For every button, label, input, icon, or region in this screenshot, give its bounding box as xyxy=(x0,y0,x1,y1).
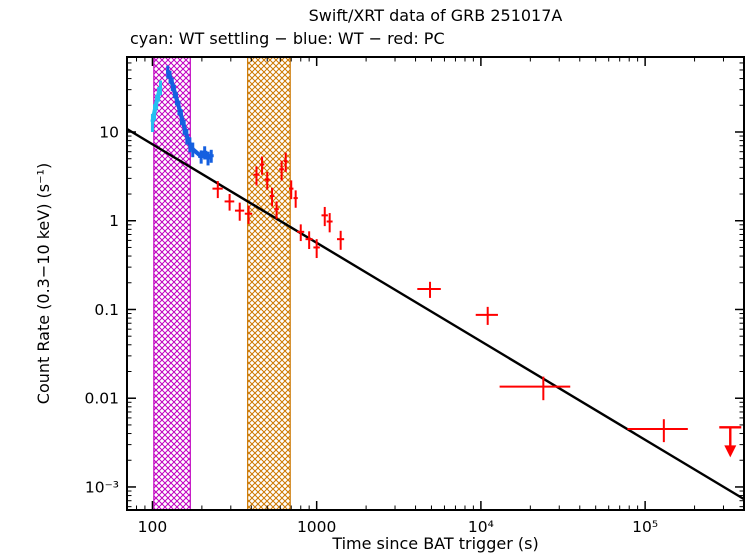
series-pc xyxy=(212,152,688,443)
x-tick-label: 10⁵ xyxy=(632,518,658,536)
fit-line xyxy=(127,127,744,501)
series-wt xyxy=(165,65,214,166)
y-tick-label: 1 xyxy=(109,212,119,230)
x-tick-label: 10⁴ xyxy=(468,518,494,536)
y-tick-label: 10 xyxy=(99,123,119,141)
x-tick-label: 100 xyxy=(138,518,168,536)
x-axis-label: Time since BAT trigger (s) xyxy=(331,534,538,553)
y-tick-label: 0.01 xyxy=(84,390,119,408)
chart-subtitle: cyan: WT settling − blue: WT − red: PC xyxy=(130,29,445,48)
upper-limit-arrow xyxy=(719,426,742,458)
flare-band xyxy=(247,57,291,510)
y-axis-label: Count Rate (0.3−10 keV) (s⁻¹) xyxy=(34,163,53,404)
axis-tick-labels: 100 1000 10⁴ 10⁵ 10 1 0.1 0.01 10⁻³ xyxy=(84,123,658,536)
y-tick-label: 0.1 xyxy=(94,301,119,319)
plot-frame xyxy=(126,56,745,511)
axis-ticks xyxy=(127,57,744,510)
y-tick-label: 10⁻³ xyxy=(85,478,119,496)
chart-title: Swift/XRT data of GRB 251017A xyxy=(308,6,563,25)
x-tick-label: 1000 xyxy=(297,518,336,536)
series-wt-settling xyxy=(150,80,163,132)
